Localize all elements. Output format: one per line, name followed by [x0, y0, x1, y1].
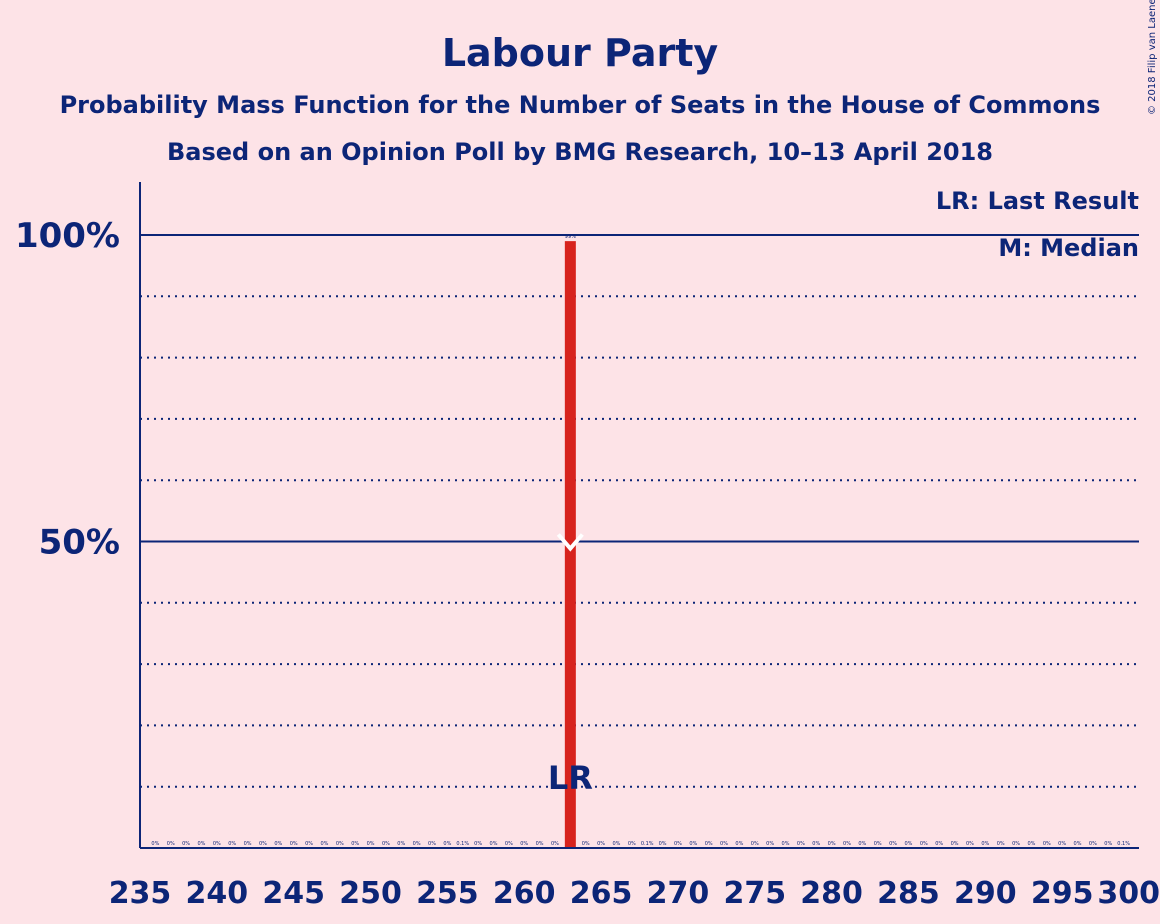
axes: 100% 50% 235 240 245 250 255 260 265 270 275 280 285…	[15, 182, 1160, 911]
bar-value-label: 0%	[167, 841, 175, 847]
bar-value-label: 0%	[659, 841, 667, 847]
x-tick-label: 255	[416, 876, 479, 911]
bar-value-label: 0%	[536, 841, 544, 847]
bar-value-label: 0%	[213, 841, 221, 847]
x-tick-label: 265	[570, 876, 633, 911]
bar-value-label: 0%	[920, 841, 928, 847]
bar-value-label: 0%	[1104, 841, 1112, 847]
bar-value-label: 0%	[367, 841, 375, 847]
bar-value-label: 0%	[198, 841, 206, 847]
x-tick-label: 295	[1031, 876, 1094, 911]
bar-value-label: 0%	[443, 841, 451, 847]
legend-last-result: LR: Last Result	[936, 187, 1139, 215]
bar-value-label: 0%	[1089, 841, 1097, 847]
x-tick-label: 270	[647, 876, 710, 911]
bar-value-label: 0%	[720, 841, 728, 847]
bar-value-label: 0%	[351, 841, 359, 847]
bar-value-label: 0%	[812, 841, 820, 847]
bar-value-label: 0%	[904, 841, 912, 847]
bar-value-label: 0%	[597, 841, 605, 847]
x-tick-label: 240	[186, 876, 249, 911]
bar-value-label: 0%	[244, 841, 252, 847]
bar-value-label: 0%	[981, 841, 989, 847]
bar-value-label: 0%	[628, 841, 636, 847]
bar-value-label: 0%	[320, 841, 328, 847]
x-tick-label: 300	[1097, 876, 1160, 911]
bar-value-label: 0%	[274, 841, 282, 847]
bar-value-label: 0%	[1043, 841, 1051, 847]
bar-value-label: 0%	[474, 841, 482, 847]
bar-value-label: 0%	[874, 841, 882, 847]
copyright-notice: © 2018 Filip van Laenen	[1147, 0, 1158, 115]
bar-value-label: 0%	[259, 841, 267, 847]
bar-value-label: 0%	[1074, 841, 1082, 847]
bar-value-label: 99%	[565, 234, 576, 240]
bar-value-label: 0.1%	[456, 841, 469, 847]
bar-value-label: 0%	[1027, 841, 1035, 847]
bar-value-label: 0%	[413, 841, 421, 847]
legend: LR: Last Result M: Median	[936, 187, 1139, 262]
bar-value-label: 0%	[782, 841, 790, 847]
bar-value-label: 0%	[751, 841, 759, 847]
x-tick-label: 280	[800, 876, 863, 911]
y-tick-label: 100%	[15, 216, 120, 256]
bar-value-label: 0%	[935, 841, 943, 847]
bar-value-label: 0%	[766, 841, 774, 847]
bar-value-label: 0%	[705, 841, 713, 847]
bar-value-label: 0%	[182, 841, 190, 847]
bar-value-label: 0%	[428, 841, 436, 847]
bar-value-label: 0%	[612, 841, 620, 847]
bar-value-label: 0%	[290, 841, 298, 847]
bar-value-label: 0%	[735, 841, 743, 847]
bar-value-label: 0%	[966, 841, 974, 847]
bar-value-label: 0.1%	[1117, 841, 1130, 847]
bar-value-label: 0%	[551, 841, 559, 847]
bar-value-label: 0%	[843, 841, 851, 847]
bar-value-label: 0%	[505, 841, 513, 847]
legend-median: M: Median	[998, 234, 1139, 262]
bar-value-label: 0%	[305, 841, 313, 847]
bar-value-label: 0%	[889, 841, 897, 847]
bar-value-label: 0%	[336, 841, 344, 847]
bar	[564, 241, 576, 848]
x-tick-label: 245	[262, 876, 325, 911]
bar-value-label: 0%	[997, 841, 1005, 847]
last-result-marker: LR	[548, 759, 593, 797]
bar-value-label: 0%	[520, 841, 528, 847]
x-tick-label: 290	[954, 876, 1017, 911]
bars: 0% 0% 0% 0% 0% 0% 0% 0% 0% 0% 0% 0% 0% 0% 0% 0% 0% 0% 0% 0%…	[151, 234, 1130, 848]
bar-value-label: 0%	[151, 841, 159, 847]
chart-subtitle-poll: Based on an Opinion Poll by BMG Research…	[167, 138, 993, 166]
chart-title: Labour Party	[442, 31, 719, 75]
bar-value-label: 0%	[858, 841, 866, 847]
bar-value-label: 0%	[674, 841, 682, 847]
bar-value-label: 0%	[582, 841, 590, 847]
grid	[140, 234, 1139, 788]
y-tick-label: 50%	[39, 523, 120, 563]
chart-subtitle: Probability Mass Function for the Number…	[60, 91, 1101, 119]
x-tick-label: 235	[109, 876, 172, 911]
x-tick-label: 285	[877, 876, 940, 911]
bar-value-label: 0%	[1012, 841, 1020, 847]
bar-value-label: 0%	[797, 841, 805, 847]
bar-value-label: 0%	[689, 841, 697, 847]
x-tick-label: 275	[723, 876, 786, 911]
bar-value-label: 0.1%	[641, 841, 654, 847]
x-tick-label: 260	[493, 876, 556, 911]
median-marker	[556, 533, 584, 552]
bar-value-label: 0%	[382, 841, 390, 847]
bar-value-label: 0%	[397, 841, 405, 847]
bar-value-label: 0%	[228, 841, 236, 847]
bar-value-label: 0%	[1058, 841, 1066, 847]
bar-value-label: 0%	[490, 841, 498, 847]
bar-value-label: 0%	[951, 841, 959, 847]
bar-value-label: 0%	[828, 841, 836, 847]
x-tick-label: 250	[339, 876, 402, 911]
